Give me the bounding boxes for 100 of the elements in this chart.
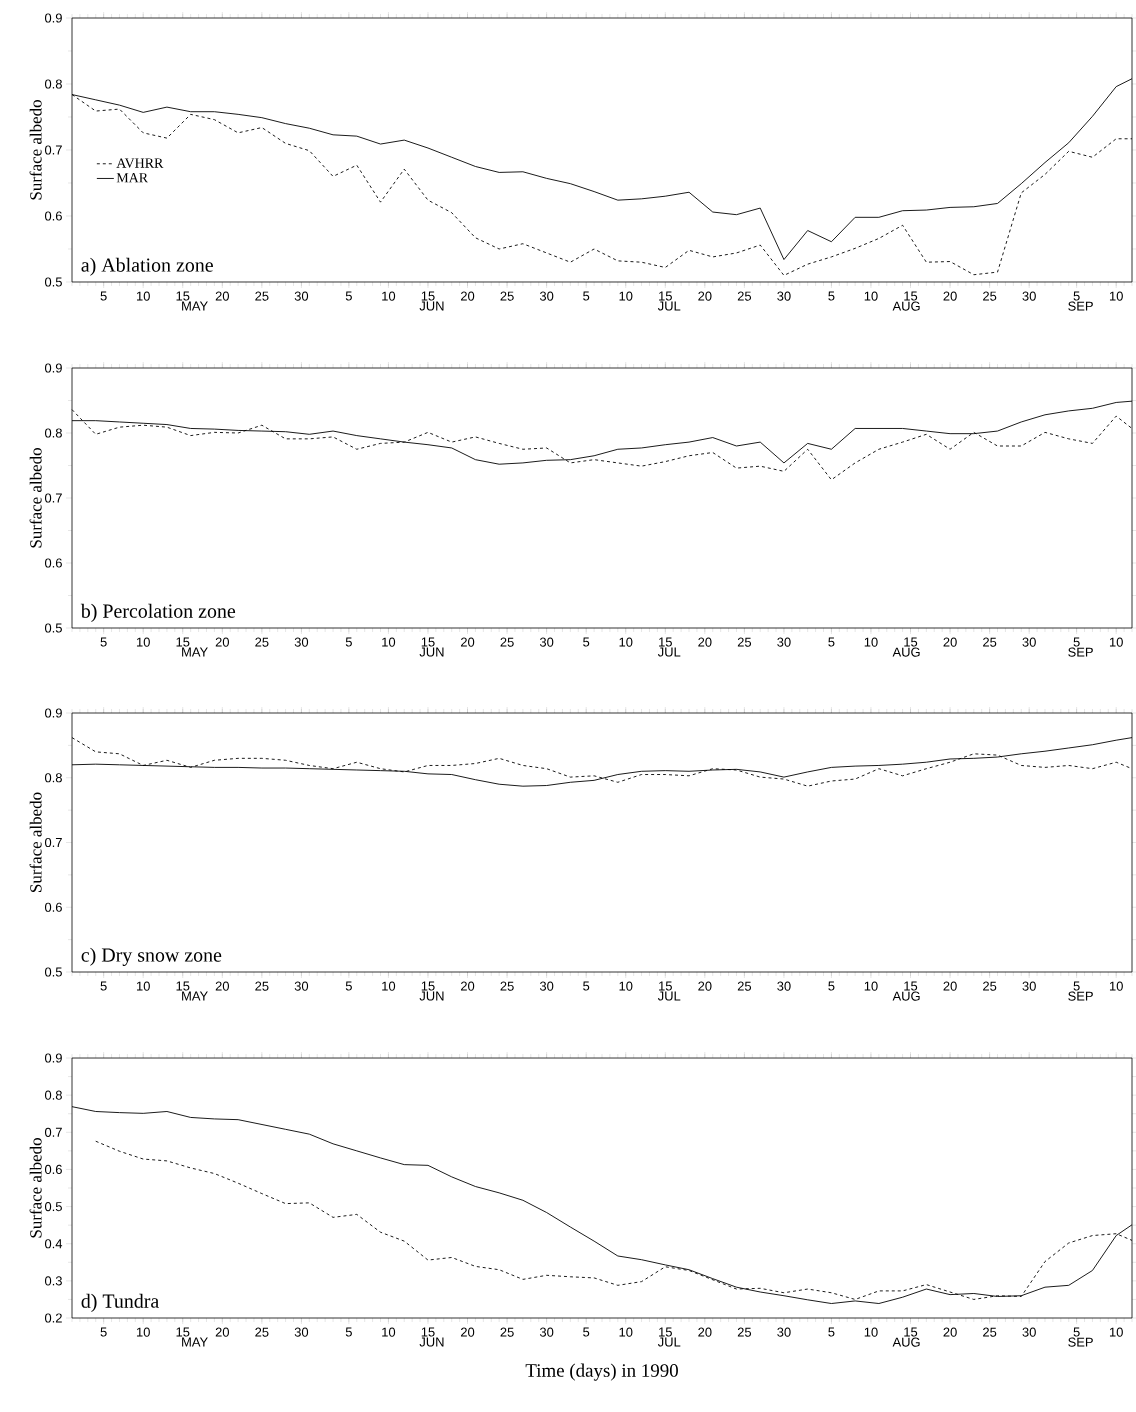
- x-tick-label: 5: [583, 291, 590, 301]
- text: d) Tundra: [81, 1293, 159, 1312]
- x-tick-label: 25: [500, 1327, 514, 1337]
- x-tick-label: 5: [1073, 637, 1080, 647]
- x-tick-label: 30: [777, 291, 791, 301]
- y-tick-label: 0.2: [44, 1313, 62, 1323]
- x-tick-label: 15: [659, 981, 672, 991]
- x-tick-label: 30: [1022, 981, 1036, 991]
- x-tick-label: 5: [583, 637, 590, 647]
- y-tick-label: 0.6: [44, 902, 62, 912]
- x-tick-label: 5: [345, 1327, 352, 1337]
- x-tick-label: 15: [659, 1327, 672, 1337]
- y-tick-label: 0.8: [44, 79, 62, 89]
- x-tick-label: 10: [864, 291, 878, 301]
- x-tick-label: 20: [460, 291, 475, 301]
- x-tick-label: 5: [828, 981, 835, 991]
- x-tick-label: 20: [460, 1327, 475, 1337]
- x2-tick-label: JUN: [419, 301, 444, 311]
- y-tick-label: 0.8: [44, 773, 62, 783]
- x-tick-label: 5: [345, 637, 352, 647]
- x-tick-label: 5: [1073, 291, 1080, 301]
- text: a) Ablation zone: [81, 257, 213, 276]
- x-tick-label: 15: [904, 981, 918, 991]
- x-tick-label: 5: [1073, 981, 1080, 991]
- y-axis-title: Surface albedo: [29, 1138, 42, 1238]
- y-tick-label: 0.7: [44, 1127, 62, 1137]
- x-tick-label: 25: [737, 1327, 752, 1337]
- x-tick-label: 25: [983, 981, 997, 991]
- y-tick-label: 0.5: [44, 967, 62, 977]
- x-tick-label: 15: [421, 1327, 435, 1337]
- legend-label: AVHRR: [116, 158, 164, 168]
- x-tick-label: 30: [539, 1327, 554, 1337]
- x-tick-label: 10: [136, 1327, 150, 1337]
- x-tick-label: 20: [215, 637, 229, 647]
- x-tick-label: 30: [777, 637, 791, 647]
- x-tick-label: 25: [983, 291, 997, 301]
- x-tick-label: 20: [460, 637, 475, 647]
- x-tick-label: 25: [737, 637, 752, 647]
- x-tick-label: 10: [1109, 637, 1123, 647]
- x-tick-label: 30: [777, 1327, 791, 1337]
- x-tick-label: 25: [255, 291, 269, 301]
- x-tick-label: 30: [539, 291, 554, 301]
- y-tick-label: 0.9: [44, 708, 62, 718]
- x-tick-label: 20: [698, 637, 712, 647]
- x-tick-label: 10: [136, 981, 150, 991]
- x-tick-label: 25: [983, 637, 997, 647]
- x-tick-label: 15: [176, 981, 190, 991]
- x-tick-label: 15: [421, 981, 435, 991]
- x-tick-label: 10: [1109, 981, 1123, 991]
- x2-tick-label: JUN: [419, 991, 444, 1001]
- x-tick-label: 20: [215, 1327, 229, 1337]
- x-tick-label: 5: [583, 981, 590, 991]
- x-tick-label: 10: [864, 637, 878, 647]
- x-tick-label: 10: [382, 291, 396, 301]
- x-tick-label: 5: [345, 981, 352, 991]
- x-tick-label: 25: [500, 291, 514, 301]
- x-tick-label: 5: [1073, 1327, 1080, 1337]
- x-tick-label: 25: [255, 637, 269, 647]
- legend-label: MAR: [116, 173, 149, 183]
- x-tick-label: 30: [294, 291, 309, 301]
- x2-tick-label: JUN: [419, 1337, 444, 1347]
- x-tick-label: 25: [983, 1327, 997, 1337]
- x2-tick-label: JUL: [657, 991, 681, 1001]
- y-tick-label: 0.5: [44, 277, 62, 287]
- x-tick-label: 30: [777, 981, 791, 991]
- x-tick-label: 5: [100, 981, 107, 991]
- y-axis-title: Surface albedo: [29, 792, 42, 892]
- x-tick-label: 30: [294, 637, 309, 647]
- x2-tick-label: JUL: [657, 1337, 681, 1347]
- y-tick-label: 0.4: [44, 1239, 63, 1249]
- x-tick-label: 20: [943, 981, 957, 991]
- x2-tick-label: MAY: [182, 647, 208, 657]
- x-tick-label: 15: [176, 637, 190, 647]
- y-tick-label: 0.9: [44, 363, 62, 373]
- y-tick-label: 0.6: [44, 211, 62, 221]
- x-tick-label: 30: [1022, 291, 1036, 301]
- x-tick-label: 20: [698, 981, 712, 991]
- x-tick-label: 10: [619, 291, 633, 301]
- x-tick-label: 15: [421, 637, 435, 647]
- x-tick-label: 25: [255, 981, 269, 991]
- x2-tick-label: AUG: [892, 301, 920, 311]
- y-tick-label: 0.5: [44, 1202, 62, 1212]
- x-tick-label: 30: [539, 981, 554, 991]
- x-tick-label: 10: [136, 637, 150, 647]
- x-tick-label: 5: [583, 1327, 590, 1337]
- x-tick-label: 15: [904, 291, 918, 301]
- x-tick-label: 20: [698, 291, 712, 301]
- x-tick-label: 15: [904, 1327, 918, 1337]
- x-tick-label: 15: [659, 637, 672, 647]
- y-tick-label: 0.5: [44, 623, 62, 633]
- x2-tick-label: SEP: [1068, 301, 1093, 311]
- x-tick-label: 20: [943, 291, 957, 301]
- x-tick-label: 25: [737, 981, 752, 991]
- y-tick-label: 0.3: [44, 1276, 62, 1286]
- x-tick-label: 15: [659, 291, 672, 301]
- x-tick-label: 25: [255, 1327, 269, 1337]
- x-tick-label: 5: [100, 1327, 107, 1337]
- x-tick-label: 30: [294, 1327, 309, 1337]
- x2-tick-label: SEP: [1068, 991, 1093, 1001]
- text: c) Dry snow zone: [81, 947, 222, 966]
